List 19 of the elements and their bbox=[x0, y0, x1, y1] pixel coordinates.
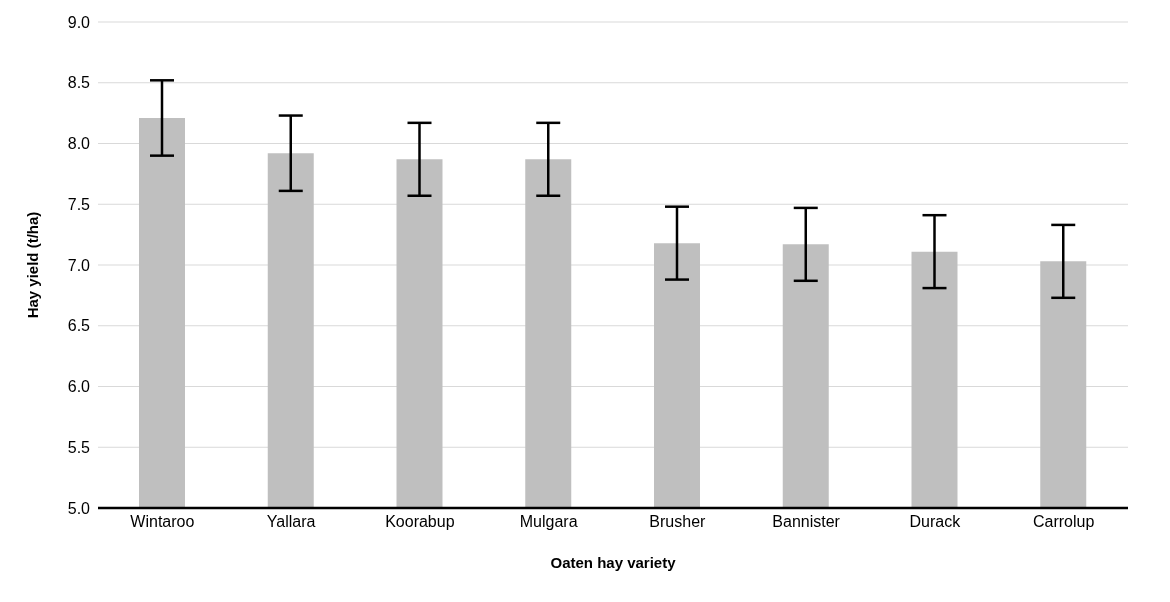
x-tick-label: Carrolup bbox=[1032, 513, 1095, 531]
y-tick-label: 5.5 bbox=[67, 438, 91, 456]
x-tick-label: Brusher bbox=[649, 513, 707, 531]
y-tick-label: 8.5 bbox=[67, 74, 91, 92]
x-tick-label: Koorabup bbox=[385, 513, 455, 531]
x-tick-label: Bannister bbox=[772, 513, 841, 531]
x-axis-title: Oaten hay variety bbox=[550, 554, 677, 571]
y-tick-label: 7.5 bbox=[67, 195, 91, 213]
y-tick-label: 6.0 bbox=[67, 378, 91, 396]
y-tick-label: 8.0 bbox=[67, 135, 91, 153]
y-tick-label: 6.5 bbox=[67, 317, 91, 335]
x-tick-label: Mulgara bbox=[519, 513, 578, 531]
x-tick-label: Wintaroo bbox=[130, 513, 195, 531]
y-axis-title: Hay yield (t/ha) bbox=[24, 211, 42, 319]
x-tick-label: Yallara bbox=[266, 513, 316, 531]
y-tick-label: 7.0 bbox=[67, 256, 91, 274]
y-tick-label: 9.0 bbox=[67, 13, 91, 31]
y-tick-label: 5.0 bbox=[67, 499, 91, 517]
x-tick-label: Durack bbox=[909, 513, 962, 531]
